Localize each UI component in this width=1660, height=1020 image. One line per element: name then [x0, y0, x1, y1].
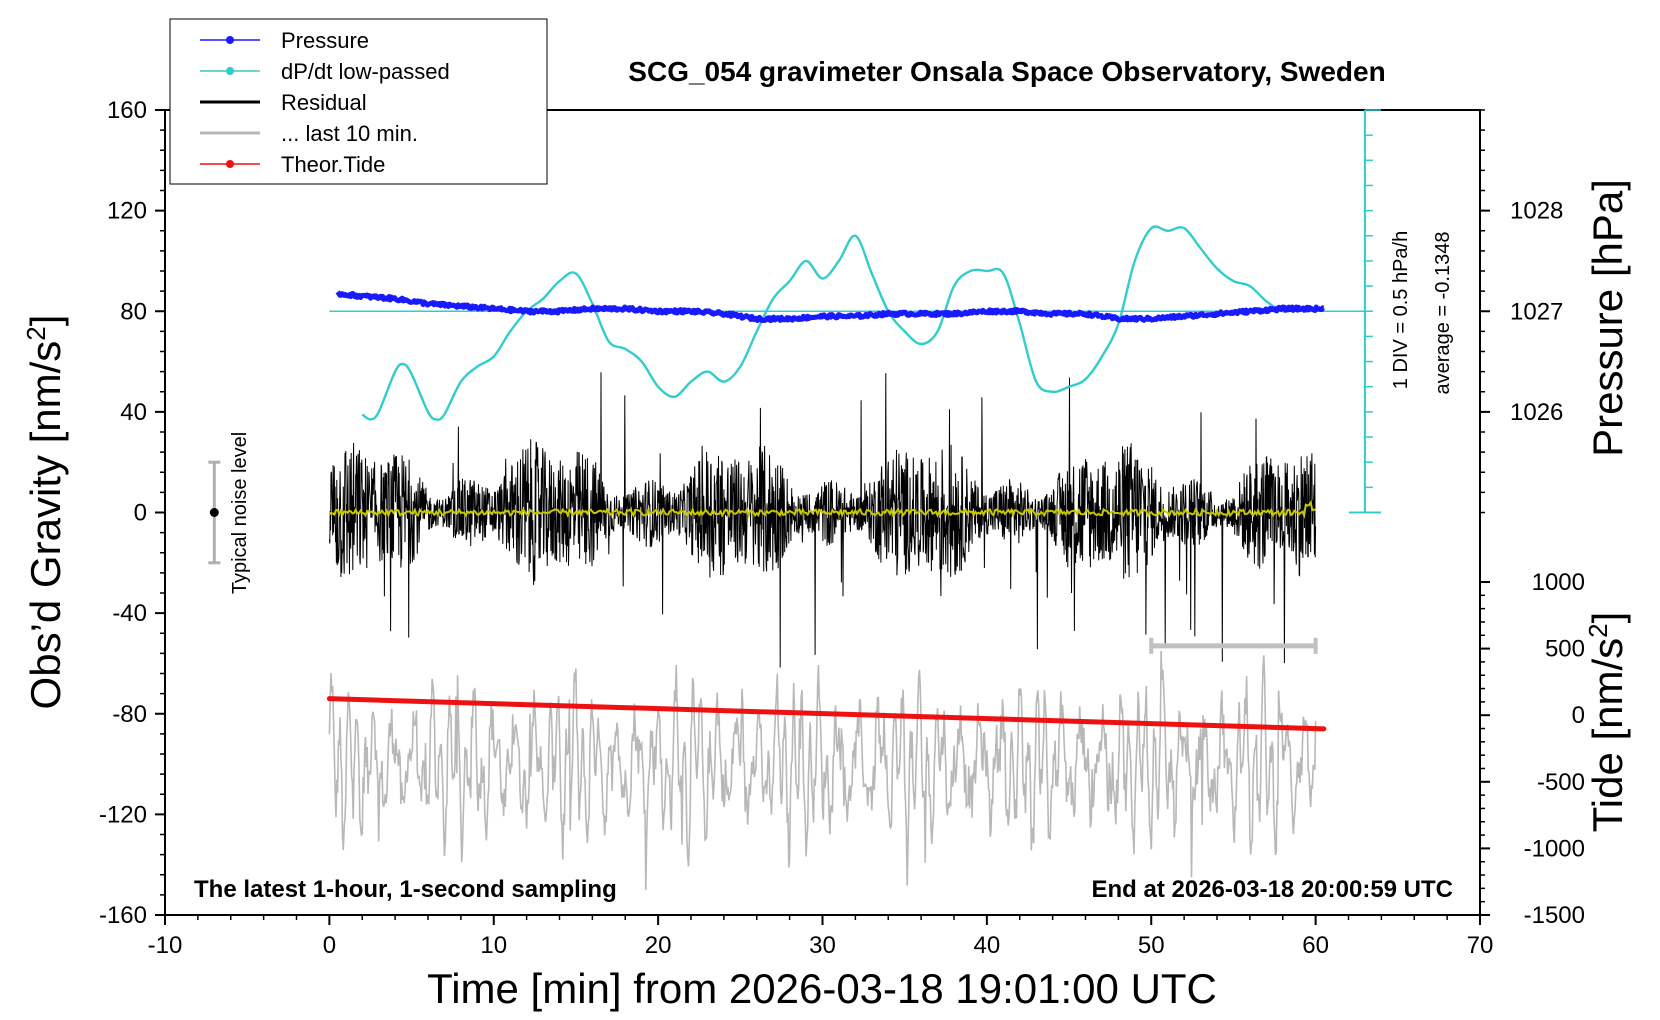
y-axis-pressure-title: Pressure [hPa] — [1584, 179, 1631, 457]
y-tick-label: 40 — [120, 399, 147, 426]
y-axis-left-title: Obs’d Gravity [nm/s2] — [21, 315, 69, 710]
legend-label: Theor.Tide — [281, 152, 385, 177]
chart-title: SCG_054 gravimeter Onsala Space Observat… — [628, 56, 1385, 87]
legend-label: Pressure — [281, 28, 369, 53]
pressure-axis-ticks: 1028 1027 1026 — [1480, 109, 1563, 514]
tide-tick-label: -1500 — [1524, 902, 1585, 929]
x-tick-label: 20 — [645, 932, 672, 959]
pressure-tick-label: 1027 — [1510, 298, 1563, 325]
dpdt-series — [329, 225, 1365, 421]
y-axis-left-title-sup: 2 — [21, 326, 51, 340]
x-axis-ticks: -10 0 10 20 30 40 50 60 70 — [148, 915, 1494, 959]
y-tick-label: 80 — [120, 298, 147, 325]
legend-items: Pressure dP/dt low-passed Residual ... last… — [200, 28, 450, 177]
y-tick-label: 120 — [107, 198, 147, 225]
pressure-tick-label: 1026 — [1510, 399, 1563, 426]
pressure-tick-label: 1028 — [1510, 198, 1563, 225]
bottom-right-note: End at 2026-03-18 20:00:59 UTC — [1092, 876, 1454, 903]
legend-label: ... last 10 min. — [281, 121, 418, 146]
x-tick-label: -10 — [148, 932, 183, 959]
pressure-line — [335, 290, 1326, 324]
y-tick-label: -160 — [99, 902, 147, 929]
annotations — [208, 109, 1381, 654]
tide-tick-label: -500 — [1537, 769, 1585, 796]
tide-tick-label: -1000 — [1524, 835, 1585, 862]
dpdt-line — [361, 225, 1316, 421]
legend-label: dP/dt low-passed — [281, 59, 450, 84]
x-tick-label: 70 — [1467, 932, 1494, 959]
legend-swatch-marker — [226, 67, 234, 75]
residual-series — [328, 372, 1317, 668]
x-tick-label: 40 — [974, 932, 1001, 959]
y-axis-tide-title-sup: 2 — [1583, 623, 1613, 637]
x-tick-label: 10 — [480, 932, 507, 959]
pressure-series — [335, 290, 1326, 324]
last-10-min-line — [328, 650, 1317, 890]
theor-tide-line — [326, 696, 1327, 732]
tide-tick-label: 0 — [1572, 702, 1585, 729]
noise-bar-center-dot — [209, 508, 219, 517]
legend-swatch-marker — [226, 36, 234, 44]
x-tick-label: 0 — [323, 932, 336, 959]
x-tick-label: 50 — [1138, 932, 1165, 959]
noise-label: Typical noise level — [229, 432, 251, 594]
bottom-left-note: The latest 1-hour, 1-second sampling — [194, 876, 617, 903]
average-label: average = -0.1348 — [1432, 232, 1454, 395]
y-tick-label: 160 — [107, 97, 147, 124]
legend-label: Residual — [281, 90, 367, 115]
y-tick-label: -40 — [112, 600, 147, 627]
theor-tide-series — [326, 696, 1327, 732]
y-axis-tide-title: Tide [nm/s2] — [1583, 612, 1631, 833]
y-tick-label: 0 — [134, 500, 147, 527]
y-tick-label: -80 — [112, 701, 147, 728]
tide-axis-ticks: 1000 500 0 -500 -1000 -1500 — [1480, 569, 1585, 929]
residual-smoothed-series — [328, 499, 1316, 519]
tide-tick-label: 500 — [1545, 636, 1585, 663]
legend-swatch-marker — [226, 160, 234, 168]
residual-line — [328, 372, 1317, 668]
x-tick-label: 30 — [809, 932, 836, 959]
residual-smoothed-line — [328, 499, 1316, 519]
x-tick-label: 60 — [1302, 932, 1329, 959]
y-axis-ticks: 160 120 80 40 0 -40 -80 -120 -160 — [99, 97, 165, 929]
tide-tick-label: 1000 — [1532, 569, 1585, 596]
y-tick-label: -120 — [99, 801, 147, 828]
x-axis-title: Time [min] from 2026-03-18 19:01:00 UTC — [427, 965, 1217, 1012]
div-label: 1 DIV = 0.5 hPa/h — [1390, 231, 1412, 389]
legend: Pressure dP/dt low-passed Residual ... last… — [169, 18, 548, 185]
last-10-min-series — [328, 650, 1317, 890]
